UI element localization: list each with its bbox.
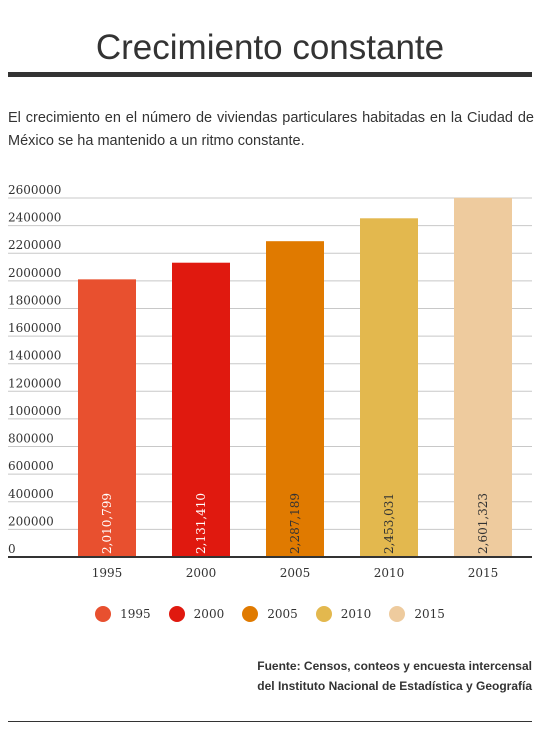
legend-item: 2015 (389, 606, 445, 622)
source-line-1: Fuente: Censos, conteos y encuesta inter… (257, 659, 532, 673)
bottom-divider (8, 721, 532, 722)
y-tick-label: 2400000 (8, 211, 61, 225)
x-tick-label: 2010 (374, 566, 405, 580)
legend-swatch (95, 606, 112, 622)
legend-label: 2015 (414, 607, 445, 621)
legend-swatch (168, 606, 185, 622)
y-tick-label: 200000 (8, 514, 54, 528)
bar (78, 279, 136, 557)
x-tick-label: 1995 (92, 566, 123, 580)
bar (360, 218, 418, 557)
bar-value-label: 2,010,799 (100, 493, 114, 554)
bar (454, 197, 512, 557)
y-tick-label: 0 (8, 542, 16, 556)
y-tick-label: 1600000 (8, 321, 61, 335)
y-tick-label: 2000000 (8, 266, 61, 280)
y-tick-label: 1000000 (8, 404, 61, 418)
chart-legend: 1995 2000 2005 2010 2015 (0, 604, 540, 624)
y-tick-label: 800000 (8, 432, 54, 446)
bar-chart: 0 200000 400000 600000 800000 1000000 1200000 1… (8, 183, 532, 580)
y-tick-label: 1800000 (8, 293, 61, 307)
y-tick-label: 2600000 (8, 183, 61, 197)
legend-label: 2000 (193, 607, 225, 621)
y-tick-label: 2200000 (8, 238, 61, 252)
legend-swatch (315, 606, 332, 622)
bar-value-label: 2,601,323 (476, 493, 490, 554)
x-tick-label: 2005 (280, 566, 311, 580)
bar (172, 262, 230, 557)
source-note: Fuente: Censos, conteos y encuesta inter… (257, 656, 532, 696)
x-tick-label: 2015 (468, 566, 499, 580)
y-tick-label: 1200000 (8, 376, 61, 390)
legend-item: 2010 (315, 606, 372, 622)
bar (266, 241, 324, 557)
bar-value-label: 2,131,410 (194, 493, 208, 554)
legend-swatch (242, 606, 259, 622)
x-tick-label: 2000 (186, 566, 217, 580)
y-tick-label: 600000 (8, 459, 54, 473)
legend-item: 2000 (168, 606, 225, 622)
title-divider (8, 72, 532, 77)
y-tick-label: 1400000 (8, 349, 61, 363)
legend-label: 2010 (340, 607, 372, 621)
chart-description: El crecimiento en el número de viviendas… (8, 110, 534, 149)
bar-value-label: 2,453,031 (382, 493, 396, 554)
chart-title: Crecimiento constante (95, 28, 445, 67)
legend-item: 1995 (95, 606, 151, 622)
legend-label: 2005 (267, 607, 298, 621)
source-line-2: del Instituto Nacional de Estadística y … (257, 679, 532, 693)
legend-swatch (389, 606, 406, 622)
y-tick-label: 400000 (8, 487, 54, 501)
bar-value-label: 2,287,189 (288, 493, 302, 554)
legend-item: 2005 (242, 606, 298, 622)
legend-label: 1995 (120, 607, 151, 621)
